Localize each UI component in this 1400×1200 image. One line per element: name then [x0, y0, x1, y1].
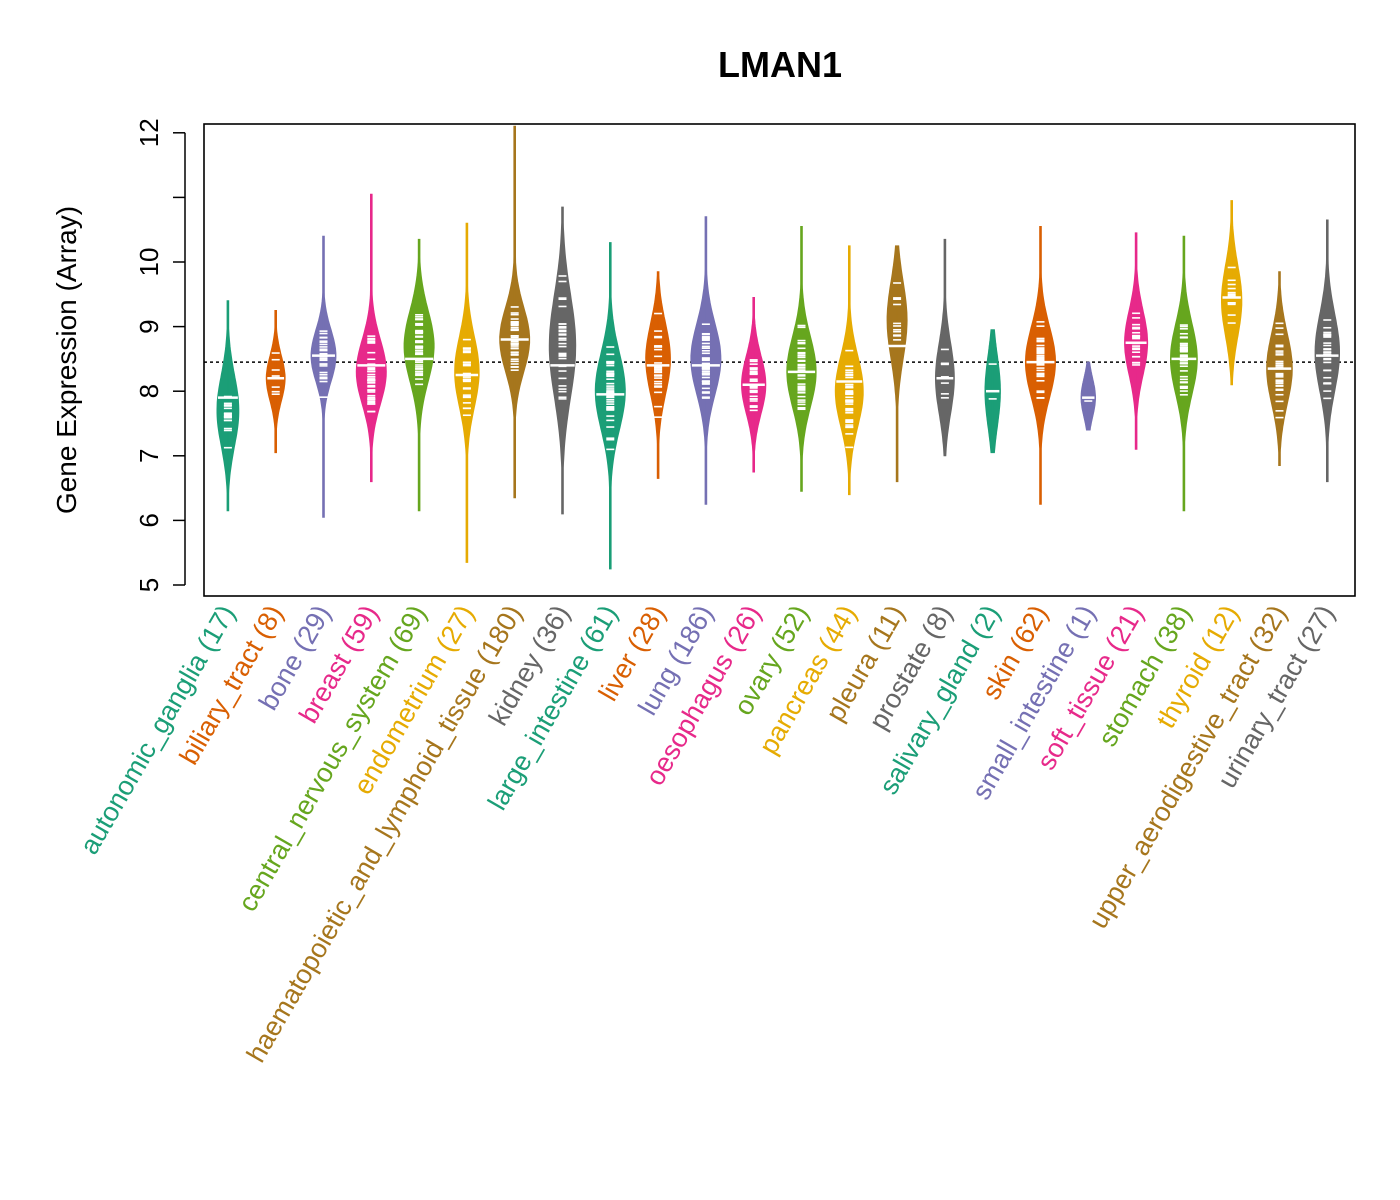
violin-haematopoietic_and_lymphoid_tissue [499, 125, 531, 499]
y-tick-label: 12 [134, 118, 164, 147]
violin-breast [355, 193, 387, 483]
chart-title: LMAN1 [718, 44, 842, 85]
violin-lung [690, 216, 722, 505]
violin-central_nervous_system [403, 238, 435, 512]
category-count: (27) [1287, 600, 1341, 663]
violin-ovary [786, 226, 817, 492]
violin-pancreas [834, 245, 864, 496]
violin-skin [1025, 226, 1057, 505]
violin-small_intestine [1080, 361, 1096, 431]
violin-kidney [548, 206, 577, 515]
violin-prostate [935, 238, 955, 457]
violin-biliary_tract [265, 310, 286, 454]
violin-large_intestine [594, 242, 626, 570]
violin-thyroid [1221, 200, 1243, 386]
y-tick-label: 10 [134, 248, 164, 277]
y-axis-label: Gene Expression (Array) [51, 206, 82, 514]
plot-area [203, 123, 1356, 597]
y-tick-label: 7 [134, 449, 164, 463]
x-axis-labels: autonomic_ganglia (17)biliary_tract (8)b… [74, 600, 1340, 1067]
violin-upper_aerodigestive_tract [1266, 271, 1293, 466]
y-tick-label: 9 [134, 319, 164, 333]
violin-salivary_gland [984, 329, 1001, 454]
violin-bone [310, 235, 337, 518]
y-tick-label: 5 [134, 578, 164, 592]
violin-soft_tissue [1124, 232, 1149, 450]
y-tick-label: 6 [134, 513, 164, 527]
violin-pleura [886, 245, 908, 483]
violin-urinary_tract [1314, 219, 1340, 483]
violin-oesophagus [741, 297, 767, 473]
violin-liver [645, 271, 671, 479]
violin-autonomic_ganglia [216, 300, 240, 512]
violin-endometrium [454, 222, 480, 563]
y-axis: 5 6 7 8 9 10 12 [134, 118, 186, 592]
y-tick-label: 8 [134, 384, 164, 398]
violin-stomach [1169, 235, 1198, 512]
plot-frame [203, 123, 1356, 597]
